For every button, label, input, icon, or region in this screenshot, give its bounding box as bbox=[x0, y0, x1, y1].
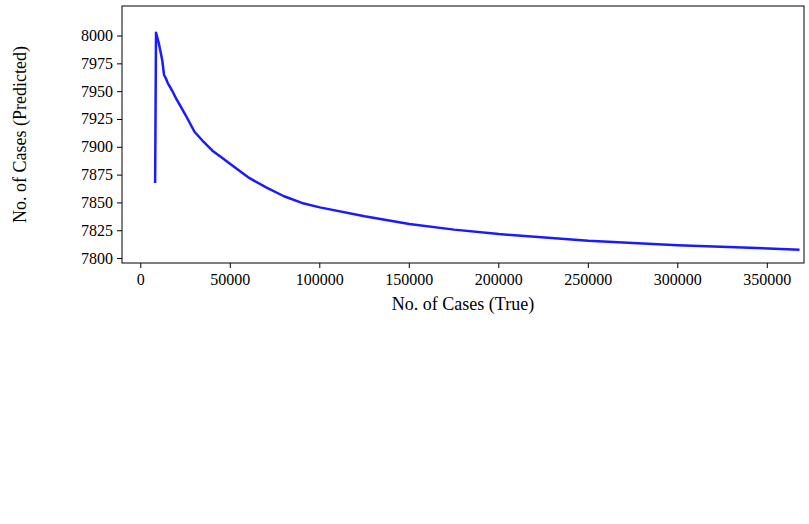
plot-area bbox=[155, 33, 799, 250]
x-tick bbox=[230, 263, 231, 268]
x-axis-title: No. of Cases (True) bbox=[392, 294, 534, 315]
y-tick-label: 7900 bbox=[81, 138, 113, 155]
x-tick-label: 0 bbox=[137, 271, 145, 288]
x-tick-label: 200000 bbox=[475, 271, 523, 288]
y-tick bbox=[117, 91, 122, 92]
y-tick-label: 7875 bbox=[81, 166, 113, 183]
plot-frame bbox=[122, 6, 804, 263]
x-tick bbox=[319, 263, 320, 268]
y-tick-label: 8000 bbox=[81, 27, 113, 44]
y-tick bbox=[117, 175, 122, 176]
x-tick-label: 250000 bbox=[564, 271, 612, 288]
y-tick bbox=[117, 63, 122, 64]
x-tick bbox=[677, 263, 678, 268]
x-tick-label: 100000 bbox=[296, 271, 344, 288]
y-tick bbox=[117, 258, 122, 259]
y-tick-label: 7800 bbox=[81, 250, 113, 267]
y-tick bbox=[117, 230, 122, 231]
x-tick-label: 350000 bbox=[743, 271, 791, 288]
y-tick bbox=[117, 147, 122, 148]
x-tick bbox=[767, 263, 768, 268]
y-tick-label: 7950 bbox=[81, 83, 113, 100]
x-tick bbox=[588, 263, 589, 268]
x-tick-label: 150000 bbox=[385, 271, 433, 288]
x-tick bbox=[409, 263, 410, 268]
y-tick bbox=[117, 36, 122, 37]
x-tick-label: 300000 bbox=[654, 271, 702, 288]
y-tick bbox=[117, 119, 122, 120]
y-tick-label: 7850 bbox=[81, 194, 113, 211]
x-tick-label: 50000 bbox=[210, 271, 250, 288]
y-tick bbox=[117, 202, 122, 203]
y-tick-label: 7925 bbox=[81, 110, 113, 127]
chart: 0 50000 100000 150000 200000 250000 300000 3500… bbox=[0, 0, 809, 524]
y-axis-title: No. of Cases (Predicted) bbox=[10, 46, 31, 223]
x-tick bbox=[498, 263, 499, 268]
x-tick bbox=[140, 263, 141, 268]
line-series bbox=[155, 33, 799, 250]
y-tick-label: 7975 bbox=[81, 55, 113, 72]
y-tick-label: 7825 bbox=[81, 222, 113, 239]
